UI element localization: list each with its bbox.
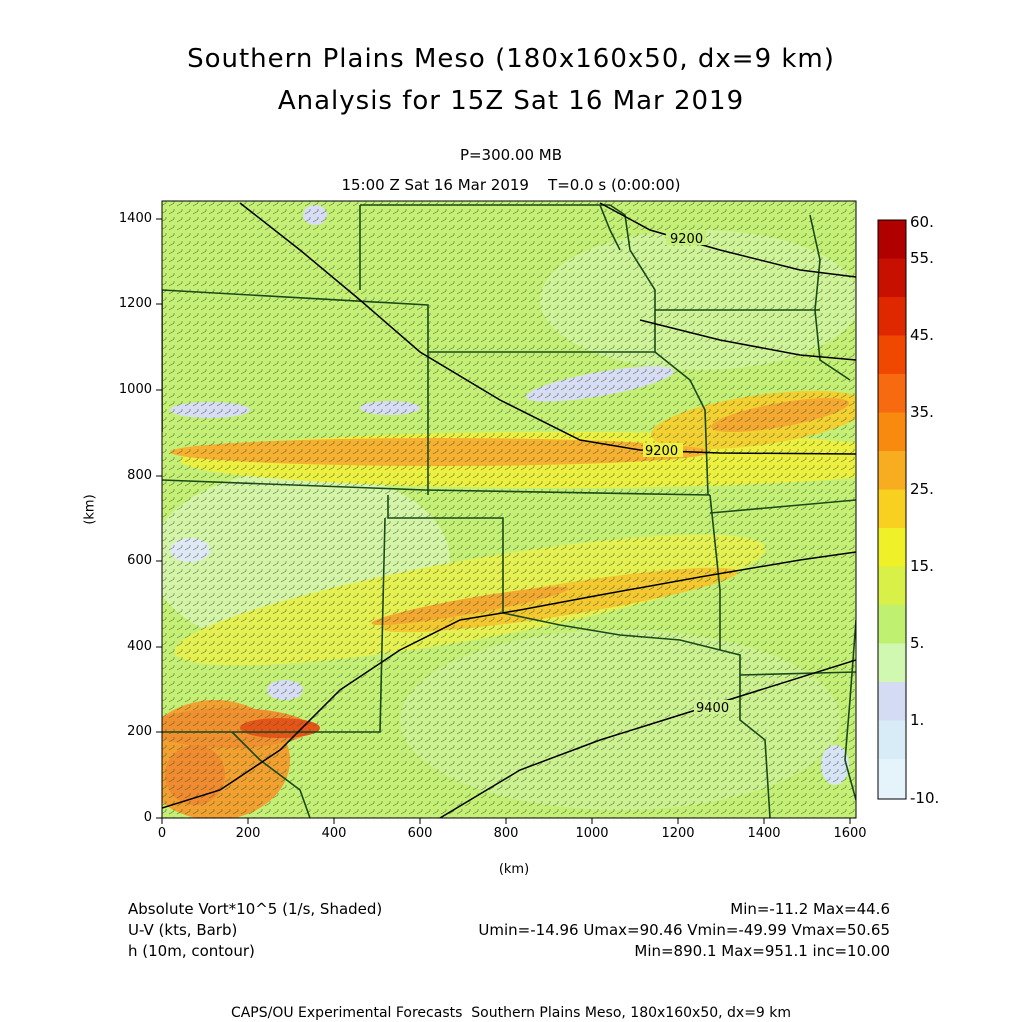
boundary-sd-mn [599, 204, 621, 251]
boundary-missouri-south [709, 499, 856, 514]
colorbar-label-35: 35. [910, 403, 934, 421]
legend-var3-name: h (10m, contour) [128, 942, 255, 960]
legend-var2-stats: Umin=-14.96 Umax=90.46 Vmin=-49.99 Vmax=… [478, 921, 890, 939]
x-tick-1400: 1400 [747, 826, 781, 841]
y-tick-200: 200 [127, 724, 152, 739]
y-axis-label: (km) [82, 494, 98, 525]
colorbar-label-55: 55. [910, 249, 934, 267]
colorbar-label-neg10: -10. [910, 789, 940, 807]
contour-labels: 9200 9200 9400 [643, 231, 734, 716]
colorbar-label-1: 1. [910, 711, 925, 729]
plot-frame [161, 200, 857, 819]
colorbar-label-5: 5. [910, 634, 925, 652]
boundary-nm-tx [162, 517, 386, 733]
legend-var2-name: U-V (kts, Barb) [128, 921, 238, 939]
x-tick-400: 400 [321, 826, 347, 841]
colorbar-label-45: 45. [910, 326, 934, 344]
boundary-mississippi-south [844, 619, 856, 801]
boundary-ark-la [739, 671, 856, 676]
colorbar-label-25: 25. [910, 480, 934, 498]
colorbar-label-60: 60. [910, 213, 934, 231]
title-line-2: Analysis for 15Z Sat 16 Mar 2019 [277, 86, 745, 116]
contour-9200-ne [639, 319, 856, 361]
boundary-tx-la [719, 649, 771, 818]
boundary-mississippi-north [809, 214, 851, 381]
x-tick-600: 600 [407, 826, 433, 841]
x-axis-label: (km) [498, 862, 530, 877]
x-tick-1200: 1200 [661, 826, 695, 841]
legend-var1-stats: Min=-11.2 Max=44.6 [730, 900, 890, 918]
y-tick-1400: 1400 [118, 211, 152, 226]
height-contours [162, 202, 856, 818]
boundary-kansas-ok [162, 479, 711, 496]
boundary-nebraska-south [162, 289, 655, 353]
x-tick-1000: 1000 [575, 826, 609, 841]
y-tick-600: 600 [127, 553, 152, 568]
y-tick-1200: 1200 [118, 296, 152, 311]
axis-ticks [156, 218, 851, 824]
footer-credit: CAPS/OU Experimental Forecasts Southern … [230, 1005, 792, 1021]
level-label: P=300.00 MB [459, 146, 563, 164]
x-tick-200: 200 [235, 826, 261, 841]
contour-9200-mid [239, 202, 856, 455]
y-tick-800: 800 [127, 468, 152, 483]
title-line-1: Southern Plains Meso (180x160x50, dx=9 k… [187, 44, 835, 74]
x-tick-0: 0 [157, 826, 167, 841]
contour-9400-a [162, 551, 856, 809]
colorbar [877, 219, 907, 800]
legend-var3-stats: Min=890.1 Max=951.1 inc=10.00 [634, 942, 890, 960]
boundary-rio-grande [231, 731, 311, 818]
boundary-red-river [502, 612, 721, 651]
boundary-ok-panhandle [387, 495, 504, 613]
boundary-missouri-ark [709, 494, 721, 650]
x-tick-800: 800 [493, 826, 519, 841]
time-label: 15:00 Z Sat 16 Mar 2019 T=0.0 s (0:00:00… [341, 176, 681, 194]
y-tick-400: 400 [127, 639, 152, 654]
contour-9400-b [439, 659, 856, 818]
contour-9200-north [599, 202, 856, 278]
legend-var1-name: Absolute Vort*10^5 (1/s, Shaded) [128, 900, 383, 918]
state-boundaries [162, 204, 856, 818]
y-tick-0: 0 [143, 810, 152, 825]
contour-label-mid: 9200 [645, 444, 678, 459]
contour-label-north: 9200 [670, 232, 703, 247]
x-tick-1600: 1600 [833, 826, 867, 841]
contour-label-south: 9400 [696, 701, 729, 716]
y-tick-1000: 1000 [118, 382, 152, 397]
vorticity-shading [162, 201, 856, 818]
colorbar-label-15: 15. [910, 557, 934, 575]
